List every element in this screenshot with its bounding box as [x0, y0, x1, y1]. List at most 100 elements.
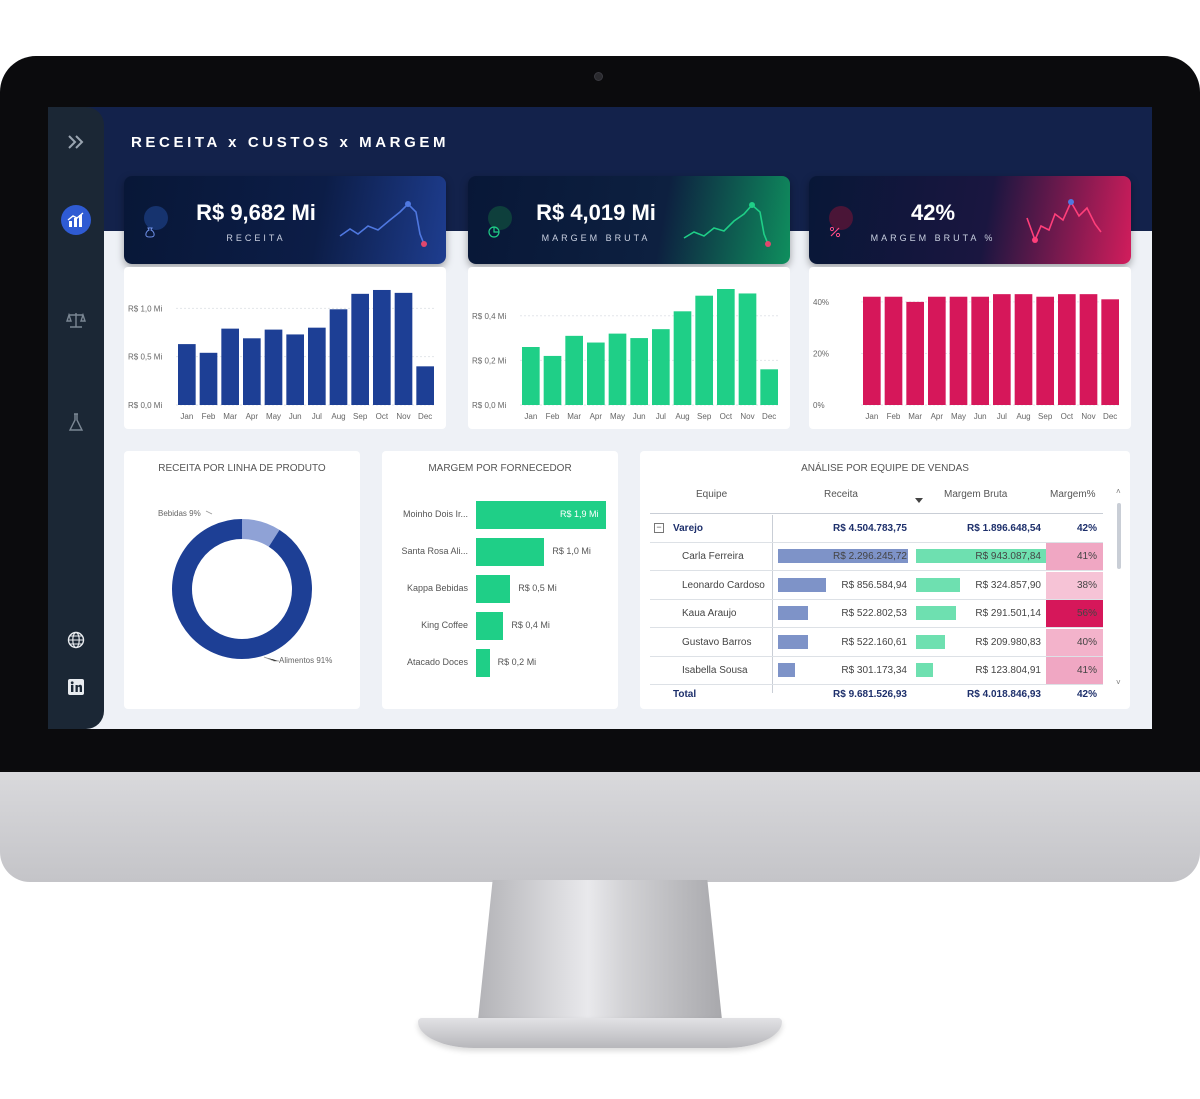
bar-apr[interactable]	[587, 342, 605, 405]
supplier-row[interactable]: Atacado Doces R$ 0,2 Mi	[382, 649, 618, 679]
globe-icon[interactable]	[61, 625, 91, 655]
table-row[interactable]: Kaua Araujo R$ 522.802,53 R$ 291.501,14 56%	[650, 600, 1103, 628]
bar-mar[interactable]	[221, 328, 239, 405]
supplier-row[interactable]: Moinho Dois Ir... R$ 1,9 Mi	[382, 501, 618, 531]
supplier-row[interactable]: King Coffee R$ 0,4 Mi	[382, 612, 618, 642]
bar-may[interactable]	[608, 333, 627, 405]
scroll-thumb[interactable]	[1117, 503, 1121, 569]
scroll-up-icon[interactable]: ˄	[1116, 487, 1121, 496]
bar-dec[interactable]	[1101, 299, 1119, 405]
bar-oct[interactable]	[1058, 294, 1076, 405]
bar-jul[interactable]	[993, 294, 1011, 405]
bar-dec[interactable]	[760, 369, 778, 405]
bar-may[interactable]	[264, 329, 283, 405]
col-header-margem[interactable]: Margem Bruta	[944, 489, 1008, 500]
bar-aug[interactable]	[673, 311, 692, 405]
bar-mar[interactable]	[565, 335, 583, 405]
header-divider	[650, 513, 1103, 514]
supplier-bar[interactable]	[476, 538, 545, 566]
bar-dec[interactable]	[416, 366, 434, 405]
bar-sep[interactable]	[1036, 296, 1054, 405]
bar-aug[interactable]	[1014, 294, 1033, 405]
y-tick-label: R$ 1,0 Mi	[128, 304, 162, 313]
supplier-bar[interactable]	[476, 649, 490, 677]
table-scrollbar[interactable]: ˄ ˅	[1116, 487, 1122, 687]
col-header-equipe[interactable]: Equipe	[696, 489, 728, 500]
monitor-foot	[418, 1018, 782, 1048]
kpi-label: RECEITA	[226, 233, 286, 243]
money-bag-icon	[144, 206, 168, 238]
bar-apr[interactable]	[928, 296, 946, 405]
bar-may[interactable]	[949, 296, 968, 405]
bar-jun[interactable]	[971, 296, 989, 405]
bar-jun[interactable]	[286, 334, 304, 405]
page-title: RECEITA x CUSTOS x MARGEM	[131, 134, 450, 151]
flask-icon[interactable]	[61, 407, 91, 437]
x-tick-label: Jul	[312, 412, 322, 421]
margem-bar	[916, 606, 957, 620]
supplier-row[interactable]: Santa Rosa Ali... R$ 1,0 Mi	[382, 538, 618, 568]
table-row[interactable]: Leonardo Cardoso R$ 856.584,94 R$ 324.857,…	[650, 571, 1103, 600]
linkedin-icon[interactable]	[61, 672, 91, 702]
bar-feb[interactable]	[543, 355, 562, 405]
camera	[594, 72, 603, 81]
row-pct: 41%	[1076, 665, 1097, 676]
bar-sep[interactable]	[351, 293, 369, 405]
bar-jul[interactable]	[308, 327, 326, 405]
bar-jan[interactable]	[178, 344, 196, 405]
bar-chart-icon[interactable]	[61, 205, 91, 235]
bar-oct[interactable]	[373, 289, 391, 405]
scale-icon[interactable]	[61, 305, 91, 335]
row-name: Leonardo Cardoso	[682, 579, 765, 591]
bar-nov[interactable]	[1079, 294, 1098, 405]
bar-oct[interactable]	[717, 289, 735, 405]
table-row[interactable]: Isabella Sousa R$ 301.173,34 R$ 123.804,91…	[650, 657, 1103, 685]
bar-feb[interactable]	[884, 296, 903, 405]
total-pct: 42%	[1076, 689, 1097, 700]
bar-sep[interactable]	[695, 295, 713, 405]
x-tick-label: Apr	[931, 412, 944, 421]
y-tick-label: R$ 0,2 Mi	[472, 356, 506, 365]
supplier-row[interactable]: Kappa Bebidas R$ 0,5 Mi	[382, 575, 618, 605]
x-tick-label: Apr	[246, 412, 259, 421]
supplier-bar[interactable]	[476, 612, 504, 640]
row-margem: R$ 291.501,14	[975, 608, 1041, 619]
x-tick-label: Nov	[740, 412, 754, 421]
bar-nov[interactable]	[738, 293, 757, 405]
x-tick-label: Jun	[289, 412, 302, 421]
bar-mar[interactable]	[906, 301, 924, 405]
panel-title: RECEITA POR LINHA DE PRODUTO	[158, 463, 326, 474]
table-row[interactable]: Carla Ferreira R$ 2.296.245,72 R$ 943.087,…	[650, 543, 1103, 571]
donut-slice-1[interactable]	[172, 519, 312, 659]
sort-down-icon[interactable]	[915, 498, 923, 503]
row-name: Carla Ferreira	[682, 551, 744, 562]
row-receita: R$ 301.173,34	[841, 665, 907, 676]
bar-feb[interactable]	[199, 352, 218, 405]
chevrons-right-icon[interactable]	[61, 127, 91, 157]
bar-apr[interactable]	[243, 338, 261, 405]
x-tick-label: Jul	[997, 412, 1007, 421]
sidebar	[48, 107, 104, 729]
bar-jan[interactable]	[863, 296, 881, 405]
bar-jan[interactable]	[522, 347, 540, 405]
bar-jun[interactable]	[630, 338, 648, 405]
kpi-label: MARGEM BRUTA	[541, 233, 651, 243]
bar-jul[interactable]	[652, 329, 670, 405]
collapse-icon[interactable]: −	[654, 523, 664, 533]
bar-nov[interactable]	[394, 292, 413, 405]
supplier-name: Santa Rosa Ali...	[401, 546, 468, 556]
table-group-row[interactable]: − Varejo R$ 4.504.783,75 R$ 1.896.648,54…	[650, 515, 1103, 543]
table-row[interactable]: Gustavo Barros R$ 522.160,61 R$ 209.980,83…	[650, 628, 1103, 657]
scroll-down-icon[interactable]: ˅	[1116, 678, 1121, 687]
x-tick-label: Jan	[524, 412, 537, 421]
col-header-pct[interactable]: Margem%	[1050, 489, 1096, 500]
margem-bar	[916, 577, 961, 592]
kpi-value: 42%	[910, 200, 956, 225]
bar-aug[interactable]	[329, 309, 348, 405]
supplier-bar[interactable]	[476, 575, 511, 603]
donut-label-bebidas: Bebidas 9%	[158, 509, 201, 518]
supplier-bar[interactable]	[476, 501, 606, 529]
donut-slice-0[interactable]	[241, 519, 280, 548]
kpi-label: MARGEM BRUTA %	[870, 233, 996, 243]
col-header-receita[interactable]: Receita	[824, 489, 858, 500]
